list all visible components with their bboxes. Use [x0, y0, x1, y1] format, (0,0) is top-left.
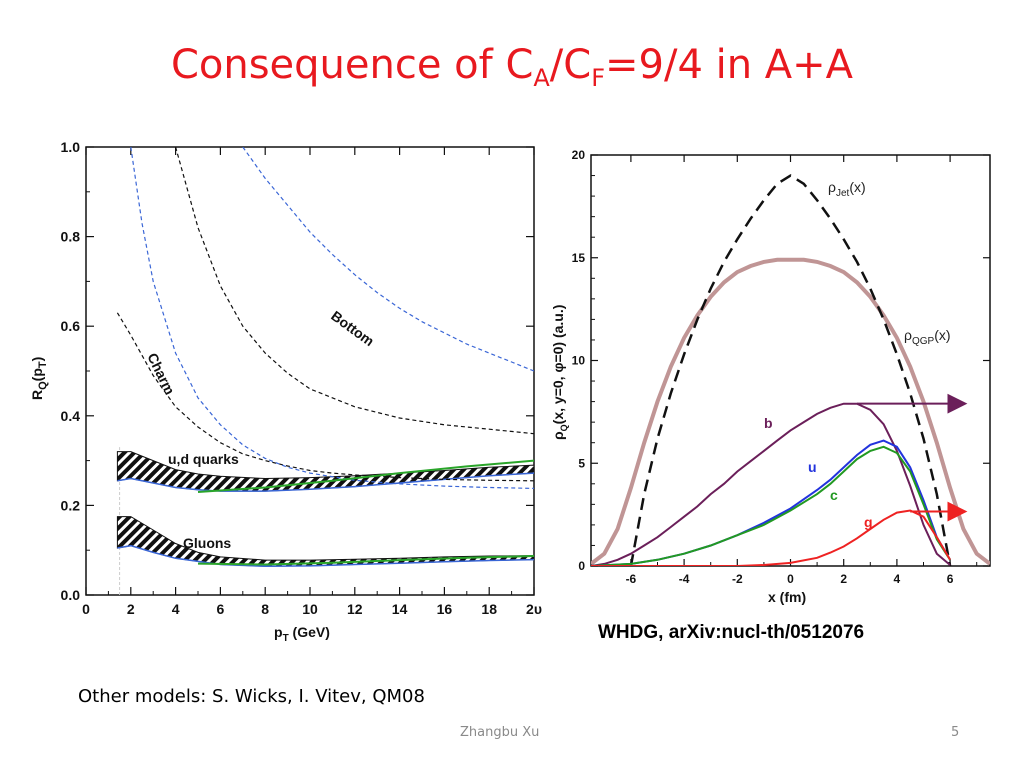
raa-xtick-label: 18	[481, 601, 497, 617]
raa-series-2	[175, 147, 534, 435]
raa-xtick-label: 0	[82, 601, 90, 617]
raa-ytick-label: 0.6	[61, 318, 81, 334]
raa-xtick-label: 14	[392, 601, 408, 617]
raa-annotation-charm: Charm	[144, 350, 178, 397]
raa-annotation-bottom: Bottom	[328, 307, 377, 349]
raa-band-lower-edge	[117, 472, 534, 492]
raa-ytick-label: 0.8	[61, 229, 81, 245]
page-number: 5	[951, 725, 960, 740]
raa-series-0	[116, 312, 534, 482]
footer-author: Zhangbu Xu	[460, 725, 540, 740]
raa-annotation-gluons: Gluons	[183, 535, 231, 551]
raa-xtick-label: 4	[172, 601, 180, 617]
raa-series-1	[130, 147, 534, 489]
raa-series-4	[197, 459, 534, 493]
title-subscript-f: F	[591, 64, 606, 92]
raa-ytick-label: 0.2	[61, 497, 81, 513]
other-models-text: Other models: S. Wicks, I. Vitev, QM08	[78, 686, 425, 707]
raa-ytick-label: 1.0	[61, 139, 81, 155]
raa-xtick-label: 10	[302, 601, 318, 617]
raa-series-3	[242, 147, 534, 372]
title-text-mid: /C	[549, 42, 592, 88]
raa-xtick-label: 12	[347, 601, 363, 617]
raa-xtick-label: 6	[217, 601, 225, 617]
title-text-tail: =9/4 in A+A	[605, 42, 854, 88]
raa-annotation-udquarks: u,d quarks	[168, 451, 239, 467]
raa-series-5	[197, 555, 534, 566]
title-subscript-a: A	[533, 64, 550, 92]
raa-plot-area: 0 2 4 6 8 10 12 14 16 18 2υ 0.0 0.2 0.4 0.6 0.8 1.0	[61, 139, 542, 617]
raa-ylabel: RQ(pT)	[29, 357, 49, 400]
citation-text: WHDG, arXiv:nucl-th/0512076	[598, 622, 865, 643]
raa-xtick-label: 2υ	[526, 601, 542, 617]
raa-xtick-label: 2	[127, 601, 135, 617]
slide-title: Consequence of CA/CF=9/4 in A+A	[0, 42, 1024, 92]
raa-ytick-label: 0.0	[61, 587, 81, 603]
raa-xlabel: pT (GeV)	[274, 624, 330, 644]
raa-ytick-label: 0.4	[61, 408, 81, 424]
raa-band-lower-edge	[117, 544, 534, 568]
raa-xtick-label: 8	[261, 601, 269, 617]
title-text: Consequence of C	[170, 42, 534, 88]
raa-xtick-label: 16	[437, 601, 453, 617]
